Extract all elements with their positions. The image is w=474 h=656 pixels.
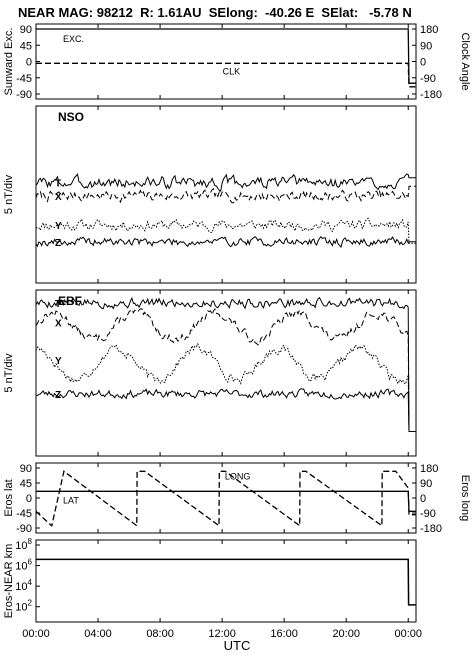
x-tick-label: 00:00 [22, 628, 50, 640]
series-line-nso-t [35, 173, 416, 192]
y-tick-label-left: -90 [16, 89, 32, 101]
panel-nso: 5 nT/div NSO TX YZ [3, 105, 417, 284]
panel-frame [35, 289, 417, 457]
panel-frame [35, 539, 417, 623]
x-tick-label: 08:00 [146, 628, 174, 640]
y-tick-label-right: 90 [420, 478, 432, 490]
y-axis-label-left: Eros-NEAR km [3, 544, 15, 619]
series-line-nso-y [35, 217, 416, 244]
x-tick-label: 04:00 [84, 628, 112, 640]
series-line-nso-z [35, 235, 416, 249]
series-line-lat [36, 490, 416, 512]
panel-eros: Eros lat Eros long 90 45 0 -45 -90 180 90 0 -90 -18… [3, 462, 471, 535]
x-tick-label: 12:00 [208, 628, 236, 640]
series-line-ebf-x [35, 307, 416, 432]
y-tick-label-right: -90 [420, 508, 436, 520]
y-tick-label-left: -45 [16, 508, 32, 520]
series-label-nso-x: X [55, 192, 62, 203]
y-tick-label-left: 0 [26, 57, 32, 69]
series-label-lat: LAT [63, 495, 79, 505]
panel-title: NSO [58, 110, 84, 124]
series-line-long [35, 470, 416, 527]
y-tick-label-left: 102 [15, 599, 32, 614]
y-tick-label-left: 106 [15, 558, 32, 573]
series-line-ebf-t [35, 296, 416, 432]
header-title: NEAR MAG: 98212 R: 1.61AU SElong: -40.26… [18, 5, 412, 20]
series-line-exc [36, 28, 416, 84]
series-label-clk: CLK [223, 66, 241, 76]
y-tick-label-right: 180 [420, 24, 438, 36]
x-axis-label: UTC [224, 638, 251, 653]
y-axis-label-right: Clock Angle [459, 32, 471, 90]
y-tick-label-left: 90 [20, 24, 32, 36]
y-tick-label-right: 90 [420, 40, 432, 52]
y-axis-label-left: Eros lat [3, 479, 15, 516]
series-line-nso-x [35, 185, 416, 204]
series-label-exc: EXC. [63, 34, 84, 44]
series-label-nso-t: T [55, 179, 61, 190]
panel-distance: Eros-NEAR km 108 106 104 102 00:00 04:00 08:00 1… [3, 537, 422, 640]
y-axis-label-left: 5 nT/div [3, 174, 15, 214]
y-tick-label-left: 45 [20, 40, 32, 52]
series-line-clk [36, 62, 416, 88]
y-tick-label-left: 90 [20, 463, 32, 475]
series-line-distance [36, 558, 416, 606]
y-tick-label-left: 108 [15, 537, 32, 552]
x-tick-label: 16:00 [270, 628, 298, 640]
panel-frame [35, 23, 417, 100]
series-label-ebf-z: Z [55, 390, 61, 401]
y-tick-label-right: 180 [420, 463, 438, 475]
x-tick-label: 20:00 [332, 628, 360, 640]
series-label-nso-z: Z [55, 238, 61, 249]
y-axis-label-left: Sunward Exc. [3, 28, 15, 96]
series-label-ebf-x: X [55, 318, 62, 329]
y-axis-label-right: Eros long [459, 475, 471, 521]
panel-sunward: Sunward Exc. Clock Angle 90 45 0 -45 -90 180 90 0… [3, 23, 471, 101]
series-line-ebf-y [35, 342, 416, 432]
series-label-nso-y: Y [55, 221, 62, 232]
y-tick-label-right: -180 [420, 523, 442, 535]
y-tick-label-left: -45 [16, 73, 32, 85]
panel-frame [35, 105, 417, 284]
series-label-ebf-t: T [55, 299, 61, 310]
x-tick-label: 00:00 [394, 628, 422, 640]
y-tick-label-right: -180 [420, 89, 442, 101]
y-tick-label-right: -90 [420, 73, 436, 85]
y-axis-label-left: 5 nT/div [3, 353, 15, 393]
series-line-ebf-z [35, 388, 416, 432]
y-tick-label-left: -90 [16, 523, 32, 535]
y-tick-label-left: 104 [15, 578, 32, 593]
y-tick-label-right: 0 [420, 57, 426, 69]
y-tick-label-left: 0 [26, 493, 32, 505]
y-tick-label-right: 0 [420, 493, 426, 505]
y-tick-label-left: 45 [20, 478, 32, 490]
series-label-ebf-y: Y [55, 356, 62, 367]
series-label-long: LONG [225, 471, 251, 481]
